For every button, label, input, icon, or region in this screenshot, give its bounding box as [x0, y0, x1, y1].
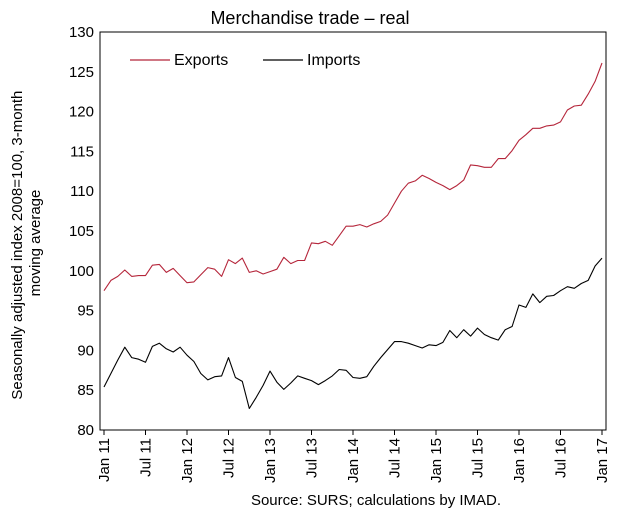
- plot-area-border: [99, 31, 607, 431]
- x-tick-label: Jul 15: [470, 438, 487, 478]
- y-tick-label: 80: [77, 422, 94, 439]
- y-tick-label: 85: [77, 382, 94, 399]
- y-axis-label: Seasonally adjusted index 2008=100, 3-mo…: [9, 86, 44, 399]
- y-axis: 80 85 90 95 100 105 110 115 120 125 130: [69, 24, 94, 439]
- y-tick-label: 100: [69, 263, 94, 280]
- legend: Exports Imports: [130, 52, 360, 69]
- x-tick-label: Jul 12: [221, 438, 238, 478]
- y-tick-label: 125: [69, 64, 94, 81]
- y-tick-label: 115: [70, 143, 94, 160]
- x-tick-label: Jul 11: [138, 438, 155, 477]
- y-axis-label-line-1: Seasonally adjusted index 2008=100, 3-mo…: [9, 91, 26, 400]
- x-tick-label: Jan 16: [511, 438, 528, 483]
- legend-label-imports: Imports: [307, 52, 360, 69]
- series-line-exports: [103, 62, 603, 292]
- series-layer: [103, 62, 603, 410]
- y-tick-label: 95: [77, 303, 94, 320]
- x-tick-label: Jan 14: [345, 438, 362, 483]
- x-tick-label: Jan 13: [262, 438, 279, 483]
- x-tick-label: Jul 16: [553, 438, 570, 478]
- x-axis: Jan 11 Jul 11 Jan 12 Jul 12 Jan 13 Jul 13 Jan …: [96, 430, 611, 483]
- series-line-imports: [103, 257, 603, 410]
- x-tick-label: Jan 15: [428, 438, 445, 483]
- x-tick-label: Jan 11: [96, 438, 113, 482]
- legend-label-exports: Exports: [174, 52, 228, 69]
- y-axis-label-line-2: moving average: [27, 190, 44, 297]
- x-tick-label: Jan 12: [179, 438, 196, 483]
- x-tick-label: Jan 17: [594, 438, 611, 483]
- y-tick-label: 120: [69, 104, 94, 121]
- y-tick-label: 110: [70, 183, 94, 200]
- chart-title: Merchandise trade – real: [210, 8, 409, 28]
- x-tick-label: Jul 13: [304, 438, 321, 478]
- y-tick-label: 130: [69, 24, 94, 41]
- y-tick-label: 90: [77, 342, 94, 359]
- plot-frame: [99, 31, 607, 431]
- y-tick-label: 105: [69, 223, 94, 240]
- x-tick-label: Jul 14: [387, 438, 404, 478]
- source-note: Source: SURS; calculations by IMAD.: [251, 492, 501, 509]
